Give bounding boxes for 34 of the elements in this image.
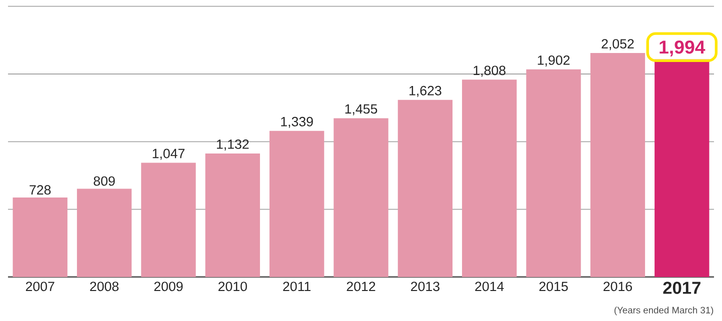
data-label: 809 bbox=[94, 176, 115, 186]
data-label: 1,623 bbox=[410, 86, 442, 97]
bar bbox=[12, 198, 68, 277]
x-tick-label: 2017 bbox=[663, 282, 700, 294]
x-tick-label: 2012 bbox=[346, 282, 376, 292]
bar bbox=[398, 100, 453, 277]
bar bbox=[205, 153, 260, 277]
x-tick-label: 2011 bbox=[283, 282, 311, 292]
x-tick-label: 2014 bbox=[475, 282, 504, 292]
bar bbox=[526, 69, 581, 277]
data-label: 1,455 bbox=[345, 104, 378, 116]
data-label: 1,339 bbox=[281, 116, 313, 128]
x-tick-label: 2013 bbox=[411, 282, 440, 292]
data-label: 1,808 bbox=[474, 66, 506, 77]
bar bbox=[654, 59, 710, 277]
data-label: 1,047 bbox=[152, 148, 184, 160]
x-tick-label: 2015 bbox=[539, 282, 568, 292]
data-label: 2,052 bbox=[602, 39, 634, 50]
x-tick-label: 2007 bbox=[26, 282, 54, 292]
data-label: 1,994 bbox=[660, 40, 706, 56]
x-tick-label: 2009 bbox=[154, 282, 183, 292]
bar bbox=[462, 80, 517, 277]
x-tick-label: 2008 bbox=[90, 282, 119, 292]
bar bbox=[76, 188, 132, 277]
data-label: 728 bbox=[30, 185, 51, 195]
bar bbox=[269, 130, 324, 277]
data-label: 1,902 bbox=[538, 55, 570, 66]
text: (Years ended March 31) bbox=[614, 306, 714, 316]
data-label: 1,132 bbox=[216, 140, 249, 151]
bar bbox=[334, 118, 388, 277]
bar bbox=[590, 53, 646, 277]
x-tick-label: 2016 bbox=[604, 282, 632, 292]
x-tick-label: 2010 bbox=[218, 282, 247, 292]
bar bbox=[141, 162, 196, 277]
